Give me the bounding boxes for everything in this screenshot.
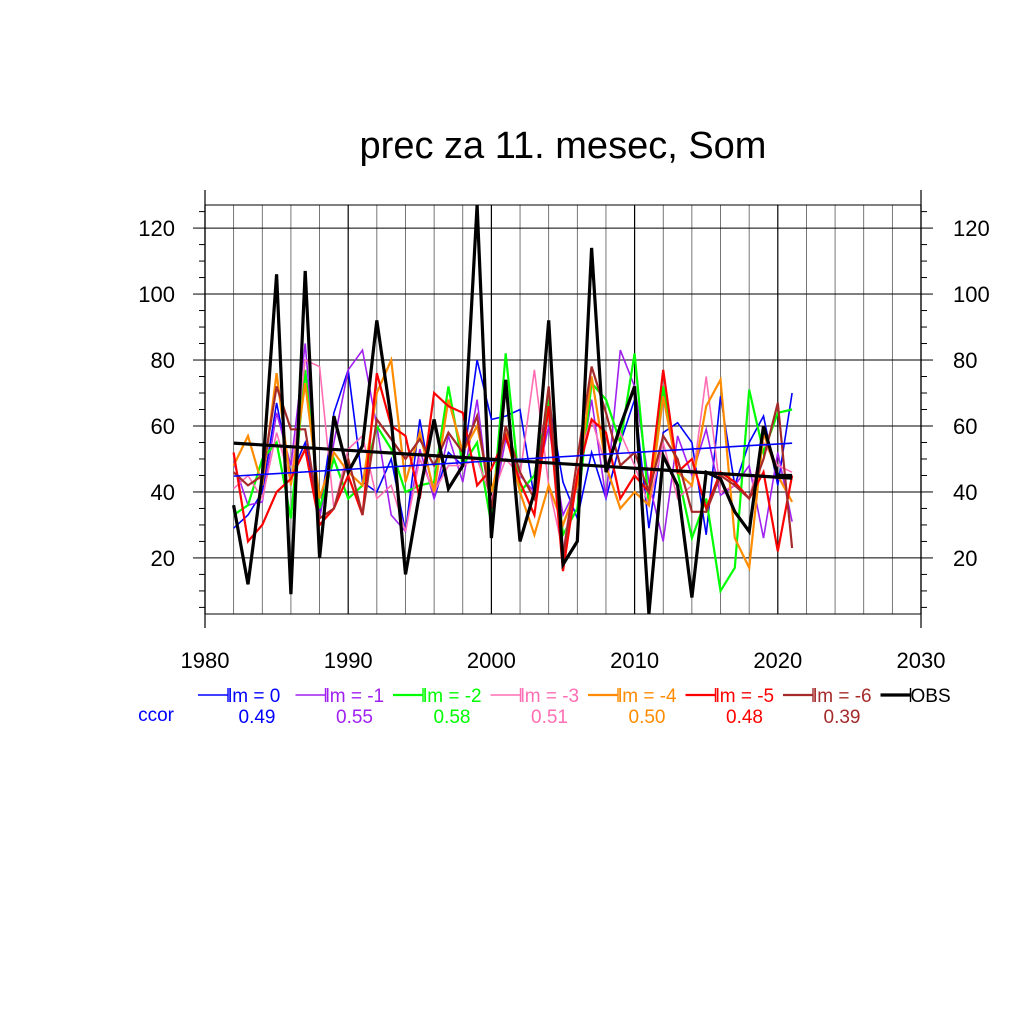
y-tick-label-left: 80 (151, 348, 175, 373)
y-tick-label-left: 120 (138, 216, 175, 241)
legend-label-4: lm = -4 (618, 686, 677, 707)
x-tick-label: 2030 (897, 648, 946, 673)
x-tick-label: 2000 (467, 648, 516, 673)
series-lines (232, 204, 794, 615)
legend-label-6: lm = -6 (813, 686, 872, 707)
legend-label-7: OBS (911, 686, 951, 707)
y-tick-label-left: 20 (151, 546, 175, 571)
legend-label-0: lm = 0 (228, 686, 280, 707)
x-tick-label: 1980 (181, 648, 230, 673)
y-tick-label-left: 100 (138, 282, 175, 307)
y-tick-label-right: 60 (953, 414, 977, 439)
legend-label-5: lm = -5 (716, 686, 775, 707)
ccor-label: ccor (138, 705, 175, 726)
ccor-value-2: 0.58 (434, 707, 471, 728)
legend-label-1: lm = -1 (326, 686, 385, 707)
y-tick-label-right: 20 (953, 546, 977, 571)
x-tick-label: 2020 (753, 648, 802, 673)
ccor-value-5: 0.48 (726, 707, 763, 728)
series-line-7 (232, 204, 793, 615)
y-tick-label-right: 40 (953, 480, 977, 505)
ccor-value-4: 0.50 (629, 707, 666, 728)
ccor-value-6: 0.39 (824, 707, 861, 728)
x-tick-label: 2010 (610, 648, 659, 673)
ccor-value-1: 0.55 (336, 707, 373, 728)
y-tick-label-left: 60 (151, 414, 175, 439)
trend-line-1 (233, 441, 793, 480)
ccor-value-3: 0.51 (531, 707, 568, 728)
x-tick-label: 1990 (324, 648, 373, 673)
y-tick-label-right: 80 (953, 348, 977, 373)
legend-label-2: lm = -2 (423, 686, 482, 707)
chart-title: prec za 11. mesec, Som (360, 125, 767, 167)
ccor-value-0: 0.49 (239, 707, 276, 728)
y-tick-label-right: 120 (953, 216, 990, 241)
y-tick-label-right: 100 (953, 282, 990, 307)
trend-lines (233, 441, 793, 480)
y-tick-label-left: 40 (151, 480, 175, 505)
legend-label-3: lm = -3 (521, 686, 580, 707)
